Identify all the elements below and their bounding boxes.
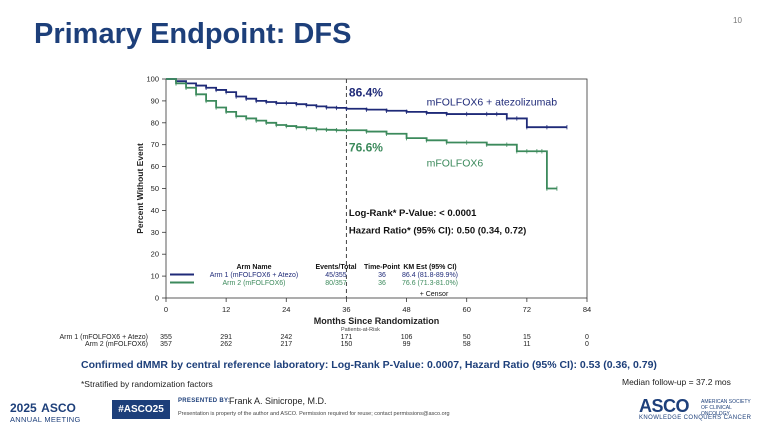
slide-number: 10 <box>733 16 742 25</box>
legend-arm-name: Arm 1 (mFOLFOX6 + Atezo) <box>210 272 299 279</box>
y-tick-label: 90 <box>151 96 159 105</box>
at-risk-count: 291 <box>220 334 232 341</box>
meeting-logo: 2025 ASCO ANNUAL MEETING <box>10 400 81 424</box>
x-tick-label: 84 <box>583 305 591 314</box>
legend-km-estimate: 86.4 (81.8-89.9%) <box>402 272 458 279</box>
legend-km-estimate: 76.6 (71.3-81.0%) <box>402 280 458 287</box>
footer: 2025 ASCO ANNUAL MEETING #ASCO25 PRESENT… <box>0 396 761 428</box>
property-note: Presentation is property of the author a… <box>178 411 450 417</box>
legend-censor-label: + Censor <box>420 291 449 298</box>
x-tick-label: 72 <box>523 305 531 314</box>
x-axis-label: Months Since Randomization <box>314 316 440 326</box>
slide-title: Primary Endpoint: DFS <box>34 18 352 50</box>
hashtag-badge: #ASCO25 <box>112 400 170 419</box>
legend-header: Events/Total <box>315 264 356 271</box>
asco-tagline: KNOWLEDGE CONQUERS CANCER <box>639 415 752 421</box>
at-risk-arm-label: Arm 2 (mFOLFOX6) <box>85 341 148 348</box>
at-risk-count: 15 <box>523 334 531 341</box>
y-tick-label: 20 <box>151 250 159 259</box>
at-risk-count: 242 <box>280 334 292 341</box>
at-risk-count: 262 <box>220 341 232 348</box>
at-risk-count: 150 <box>341 341 353 348</box>
at-risk-count: 171 <box>341 334 353 341</box>
annotation-label: 86.4% <box>349 86 383 100</box>
at-risk-arm-label: Arm 1 (mFOLFOX6 + Atezo) <box>60 334 149 341</box>
x-tick-label: 0 <box>164 305 168 314</box>
y-tick-label: 40 <box>151 206 159 215</box>
at-risk-count: 99 <box>403 341 411 348</box>
legend-arm-name: Arm 2 (mFOLFOX6) <box>222 280 285 287</box>
y-tick-label: 100 <box>146 75 159 84</box>
asco-logo-word: ASCO <box>639 396 690 416</box>
legend-events: 80/357 <box>325 280 347 287</box>
x-tick-label: 60 <box>463 305 471 314</box>
km-chart: 0 10 20 30 40 50 60 70 80 90 100 0 12 24 36 48 60 72 84 Mon… <box>60 75 592 349</box>
y-axis-label: Percent Without Event <box>135 143 145 234</box>
y-tick-label: 0 <box>155 294 159 303</box>
annotation-label: mFOLFOX6 <box>427 158 484 170</box>
y-tick-label: 80 <box>151 118 159 127</box>
asco-logo: ASCO AMERICAN SOCIETY OF CLINICAL ONCOLO… <box>639 396 757 424</box>
at-risk-count: 357 <box>160 341 172 348</box>
legend-header: Time-Point <box>364 264 401 271</box>
x-tick-label: 48 <box>402 305 410 314</box>
annotation-label: Hazard Ratio* (95% CI): 0.50 (0.34, 0.72… <box>349 225 526 236</box>
x-tick-label: 24 <box>282 305 290 314</box>
at-risk-count: 106 <box>401 334 413 341</box>
legend-events: 45/355 <box>325 272 347 279</box>
x-tick-label: 36 <box>342 305 350 314</box>
y-tick-label: 50 <box>151 184 159 193</box>
at-risk-title: Patients-at-Risk <box>341 327 380 333</box>
y-tick-label: 30 <box>151 228 159 237</box>
legend-header: Arm Name <box>236 264 271 271</box>
at-risk-count: 11 <box>523 341 530 348</box>
y-tick-label: 70 <box>151 140 159 149</box>
y-tick-label: 60 <box>151 162 159 171</box>
stratified-note: *Stratified by randomization factors <box>81 379 213 389</box>
legend-header: KM Est (95% CI) <box>403 264 456 271</box>
at-risk-count: 0 <box>585 334 589 341</box>
presented-by-label: PRESENTED BY: <box>178 398 231 404</box>
annotation-label: Log-Rank* P-Value: < 0.0001 <box>349 208 477 219</box>
legend-time-point: 36 <box>378 272 386 279</box>
median-followup: Median follow-up = 37.2 mos <box>622 377 731 387</box>
annotation-label: mFOLFOX6 + atezolizumab <box>427 96 558 108</box>
at-risk-count: 0 <box>585 341 589 348</box>
meeting-org: ASCO <box>41 401 76 415</box>
meeting-year: 2025 <box>10 401 37 415</box>
confirmed-dmmr-note: Confirmed dMMR by central reference labo… <box>81 359 657 371</box>
y-tick-label: 10 <box>151 272 159 281</box>
asco-society-name: AMERICAN SOCIETY OF CLINICAL ONCOLOGY <box>701 399 751 417</box>
at-risk-count: 355 <box>160 334 172 341</box>
meeting-subtitle: ANNUAL MEETING <box>10 415 81 424</box>
at-risk-count: 50 <box>463 334 471 341</box>
presenter-name: Frank A. Sinicrope, M.D. <box>229 396 327 406</box>
legend-time-point: 36 <box>378 280 386 287</box>
x-tick-label: 12 <box>222 305 230 314</box>
at-risk-count: 58 <box>463 341 471 348</box>
at-risk-count: 217 <box>280 341 292 348</box>
annotation-label: 76.6% <box>349 140 383 154</box>
